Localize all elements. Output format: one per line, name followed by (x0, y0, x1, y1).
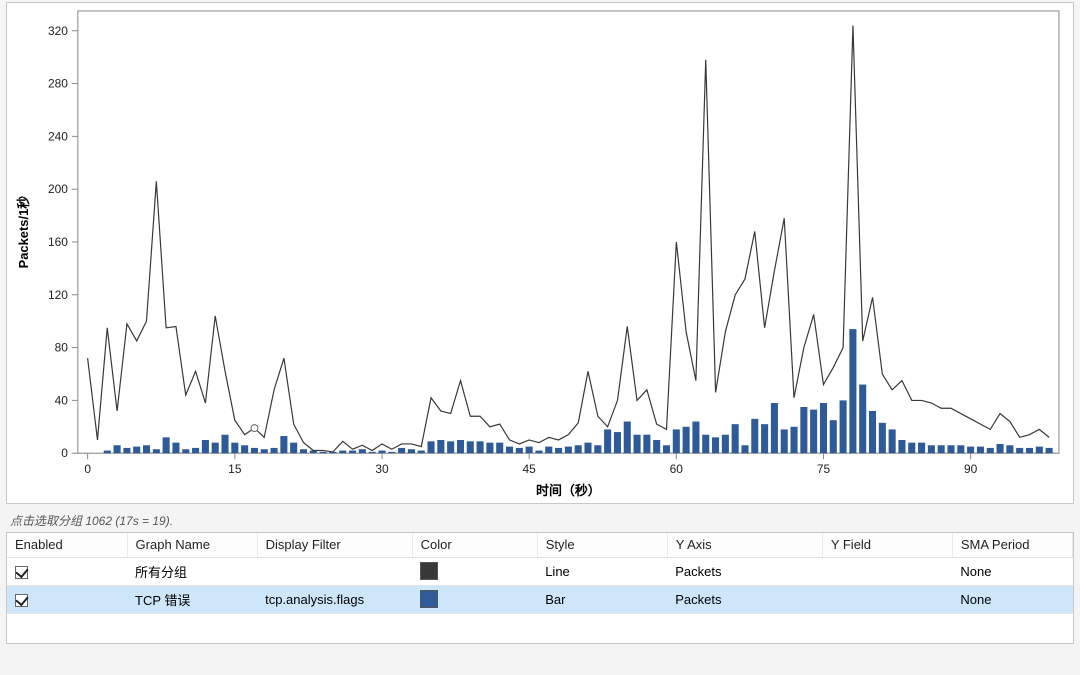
cell-sma-period[interactable]: None (952, 557, 1072, 585)
svg-text:0: 0 (61, 446, 68, 460)
cell-graph-name[interactable]: 所有分组 (127, 557, 257, 585)
enabled-checkbox[interactable] (15, 594, 28, 607)
cell-display-filter[interactable]: tcp.analysis.flags (257, 585, 412, 613)
column-header[interactable]: SMA Period (952, 533, 1072, 557)
io-graph-chart: 0 40 80 120 160 200 240 280 320 0 15 30 45 60 75 90 时间（秒… (6, 2, 1074, 504)
svg-text:0: 0 (84, 462, 91, 476)
table-row[interactable]: TCP 错误tcp.analysis.flags BarPackets None (7, 585, 1073, 613)
cell-y-axis[interactable]: Packets (667, 557, 822, 585)
column-header[interactable]: Y Axis (667, 533, 822, 557)
cell-y-axis[interactable]: Packets (667, 585, 822, 613)
cell-style[interactable]: Bar (537, 585, 667, 613)
svg-text:320: 320 (48, 24, 68, 38)
graph-series-table: EnabledGraph NameDisplay FilterColorStyl… (6, 532, 1074, 644)
chart-svg[interactable]: 0 40 80 120 160 200 240 280 320 0 15 30 45 60 75 90 时间（秒… (7, 3, 1073, 503)
svg-text:45: 45 (523, 462, 537, 476)
svg-text:90: 90 (964, 462, 978, 476)
cell-y-field[interactable] (822, 585, 952, 613)
series-table[interactable]: EnabledGraph NameDisplay FilterColorStyl… (7, 533, 1073, 614)
cell-y-field[interactable] (822, 557, 952, 585)
cell-graph-name[interactable]: TCP 错误 (127, 585, 257, 613)
svg-text:Packets/1秒: Packets/1秒 (16, 196, 31, 269)
svg-text:15: 15 (228, 462, 242, 476)
column-header[interactable]: Enabled (7, 533, 127, 557)
svg-text:时间（秒）: 时间（秒） (536, 483, 601, 498)
column-header[interactable]: Y Field (822, 533, 952, 557)
svg-text:240: 240 (48, 129, 68, 143)
cell-enabled[interactable] (7, 585, 127, 613)
enabled-checkbox[interactable] (15, 566, 28, 579)
svg-text:80: 80 (55, 341, 69, 355)
column-header[interactable]: Graph Name (127, 533, 257, 557)
column-header[interactable]: Color (412, 533, 537, 557)
svg-text:30: 30 (375, 462, 389, 476)
svg-text:75: 75 (817, 462, 831, 476)
column-header[interactable]: Display Filter (257, 533, 412, 557)
table-row[interactable]: 所有分组 LinePackets None (7, 557, 1073, 585)
color-swatch[interactable] (420, 590, 438, 608)
svg-text:120: 120 (48, 288, 68, 302)
column-header[interactable]: Style (537, 533, 667, 557)
svg-text:60: 60 (670, 462, 684, 476)
cell-display-filter[interactable] (257, 557, 412, 585)
color-swatch[interactable] (420, 562, 438, 580)
cell-color[interactable] (412, 585, 537, 613)
cell-color[interactable] (412, 557, 537, 585)
svg-text:200: 200 (48, 182, 68, 196)
cell-enabled[interactable] (7, 557, 127, 585)
svg-text:40: 40 (55, 393, 69, 407)
svg-text:160: 160 (48, 235, 68, 249)
svg-text:280: 280 (48, 77, 68, 91)
status-text: 点击选取分组 1062 (17s = 19). (10, 512, 173, 529)
cell-sma-period[interactable]: None (952, 585, 1072, 613)
cell-style[interactable]: Line (537, 557, 667, 585)
